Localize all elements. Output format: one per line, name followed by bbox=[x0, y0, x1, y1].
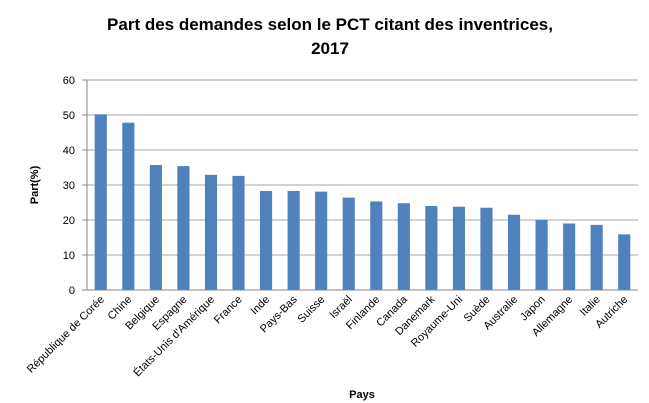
y-tick-label: 0 bbox=[69, 285, 75, 297]
x-tick-label: France bbox=[212, 294, 245, 327]
bar bbox=[397, 203, 410, 290]
bar bbox=[590, 224, 603, 290]
x-axis-label: Pays bbox=[349, 389, 375, 401]
y-tick-label: 10 bbox=[63, 250, 75, 262]
bar bbox=[507, 214, 521, 290]
bar bbox=[122, 122, 135, 290]
bar bbox=[94, 114, 107, 290]
x-tick-label: République de Corée bbox=[25, 294, 107, 376]
bar bbox=[535, 220, 548, 290]
chart-title: 2017 bbox=[311, 39, 349, 58]
bar bbox=[315, 191, 328, 290]
bar bbox=[260, 190, 273, 290]
bar bbox=[452, 206, 465, 290]
bar bbox=[342, 197, 355, 290]
bar bbox=[204, 174, 218, 290]
x-tick-label: Italie bbox=[578, 294, 603, 319]
x-tick-label: Suisse bbox=[295, 294, 327, 326]
bar bbox=[232, 175, 245, 290]
y-tick-label: 30 bbox=[63, 180, 75, 192]
bar bbox=[618, 234, 631, 290]
bar bbox=[425, 206, 438, 290]
y-tick-label: 20 bbox=[63, 215, 75, 227]
y-tick-label: 60 bbox=[63, 75, 75, 87]
y-tick-label: 50 bbox=[63, 110, 75, 122]
bar bbox=[287, 190, 300, 290]
bar bbox=[370, 201, 383, 290]
bar bbox=[177, 166, 190, 290]
y-tick-label: 40 bbox=[63, 145, 75, 157]
bar bbox=[149, 165, 162, 290]
x-tick-label: Inde bbox=[249, 294, 273, 318]
chart-title: Part des demandes selon le PCT citant de… bbox=[107, 15, 553, 34]
bar bbox=[480, 207, 493, 290]
y-axis-label: Part(%) bbox=[29, 165, 41, 204]
bar bbox=[563, 223, 576, 290]
